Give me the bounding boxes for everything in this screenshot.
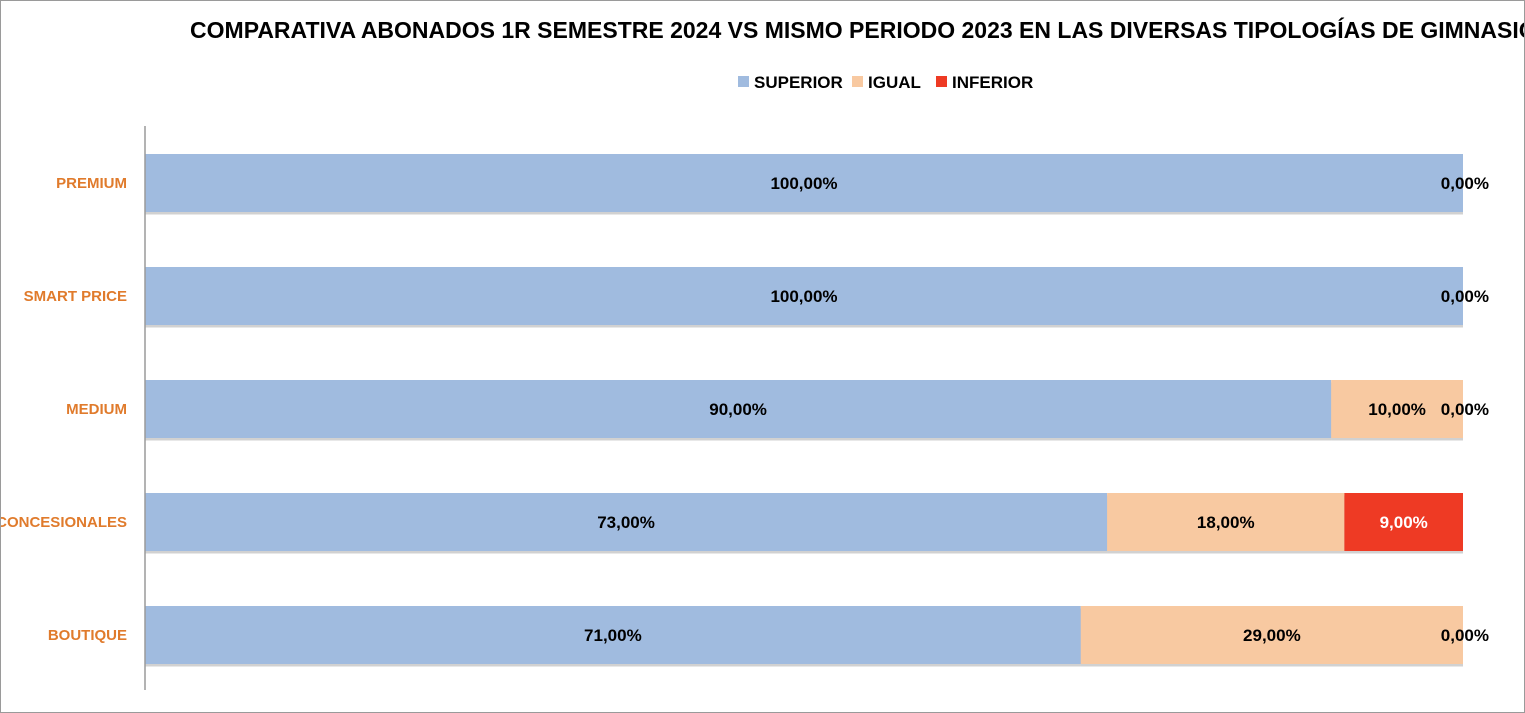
bar-smart-price-superior xyxy=(145,267,1463,325)
data-label-smart-price-inferior: 0,00% xyxy=(1441,287,1489,306)
data-label-boutique-inferior: 0,00% xyxy=(1441,626,1489,645)
legend-label-inferior: INFERIOR xyxy=(952,73,1033,92)
data-label-medium-inferior: 0,00% xyxy=(1441,400,1489,419)
data-label-boutique-superior: 71,00% xyxy=(584,626,642,645)
bar-boutique-igual xyxy=(1080,606,1463,664)
legend: SUPERIOR IGUAL INFERIOR xyxy=(738,73,1033,92)
legend-swatch-superior xyxy=(738,76,749,87)
data-label-medium-igual: 10,00% xyxy=(1368,400,1426,419)
data-label-medium-superior: 90,00% xyxy=(709,400,767,419)
bar-medium-igual xyxy=(1331,380,1463,438)
bar-medium-superior xyxy=(145,380,1332,438)
data-label-boutique-igual: 29,00% xyxy=(1243,626,1301,645)
category-label-premium: PREMIUM xyxy=(56,175,127,192)
category-label-smart-price: SMART PRICE xyxy=(24,288,127,305)
data-label-smart-price-superior: 100,00% xyxy=(770,287,837,306)
legend-label-igual: IGUAL xyxy=(868,73,921,92)
data-label-concesionales-superior: 73,00% xyxy=(597,513,655,532)
bar-premium-superior xyxy=(145,154,1463,212)
category-label-concesionales: CONCESIONALES xyxy=(1,514,127,531)
bars-group: PREMIUM 100,00% 0,00% SMART PRICE 100,00% 0,0… xyxy=(1,154,1489,667)
category-label-boutique: BOUTIQUE xyxy=(48,627,127,644)
category-label-medium: MEDIUM xyxy=(66,401,127,418)
bar-boutique-superior xyxy=(145,606,1081,664)
bar-concesionales-inferior xyxy=(1344,493,1463,551)
legend-swatch-inferior xyxy=(936,76,947,87)
chart-title: COMPARATIVA ABONADOS 1R SEMESTRE 2024 VS… xyxy=(190,16,1524,43)
data-label-premium-superior: 100,00% xyxy=(770,174,837,193)
legend-swatch-igual xyxy=(852,76,863,87)
data-label-concesionales-igual: 18,00% xyxy=(1197,513,1255,532)
legend-label-superior: SUPERIOR xyxy=(754,73,843,92)
bar-concesionales-igual xyxy=(1107,493,1345,551)
data-label-premium-inferior: 0,00% xyxy=(1441,174,1489,193)
bar-concesionales-superior xyxy=(145,493,1108,551)
data-label-concesionales-inferior: 9,00% xyxy=(1380,513,1428,532)
